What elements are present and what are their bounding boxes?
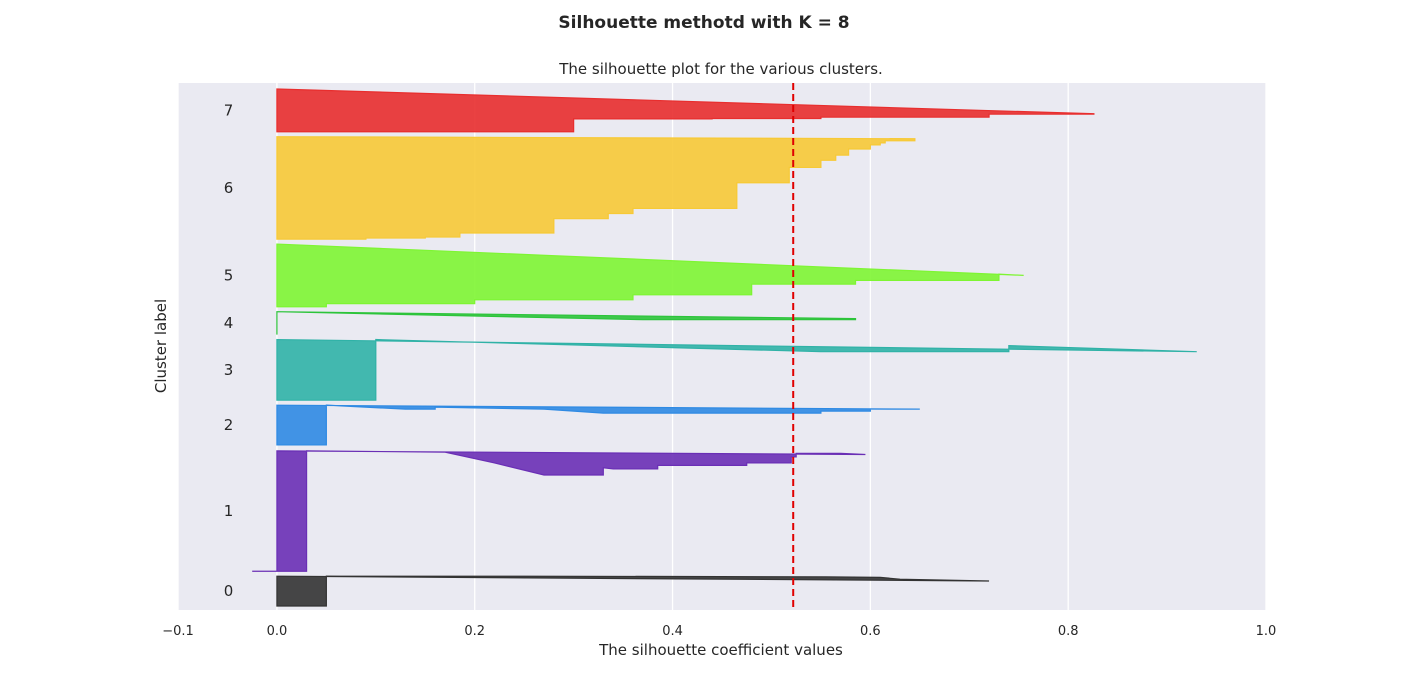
- cluster-2-silhouette: [276, 404, 920, 446]
- cluster-labels: 0 1 2 3 4 5 6 7: [224, 101, 234, 600]
- plot-area: 0 1 2 3 4 5 6 7 −0.1 0.0 0.2 0.4 0.6 0.8 1.0: [162, 83, 1276, 639]
- figure-title: Silhouette methotd with K = 8: [558, 13, 849, 33]
- cluster-label-2: 2: [224, 416, 234, 434]
- cluster-label-7: 7: [224, 101, 234, 119]
- x-tick-label-3: 0.4: [662, 624, 683, 639]
- cluster-0-silhouette: [276, 575, 990, 607]
- cluster-label-0: 0: [224, 582, 234, 600]
- cluster-label-6: 6: [224, 179, 234, 197]
- cluster-1-silhouette: [252, 450, 866, 572]
- axes-title: The silhouette plot for the various clus…: [558, 60, 883, 78]
- x-tick-label-6: 1.0: [1256, 624, 1277, 639]
- x-tick-label-0: −0.1: [162, 624, 194, 639]
- x-axis-label: The silhouette coefficient values: [598, 641, 843, 659]
- x-tick-label-1: 0.0: [267, 624, 288, 639]
- cluster-4-silhouette: [276, 311, 857, 335]
- y-axis-label: Cluster label: [152, 299, 170, 393]
- cluster-label-1: 1: [224, 502, 234, 520]
- x-tick-label-5: 0.8: [1058, 624, 1079, 639]
- x-tick-label-4: 0.6: [860, 624, 881, 639]
- cluster-label-3: 3: [224, 361, 234, 379]
- cluster-6-silhouette: [276, 136, 916, 240]
- cluster-5-silhouette: [276, 243, 1024, 308]
- x-tick-label-2: 0.2: [464, 624, 485, 639]
- cluster-label-5: 5: [224, 266, 234, 284]
- cluster-3-silhouette: [276, 338, 1197, 401]
- cluster-label-4: 4: [224, 314, 234, 332]
- cluster-7-silhouette: [276, 88, 1095, 133]
